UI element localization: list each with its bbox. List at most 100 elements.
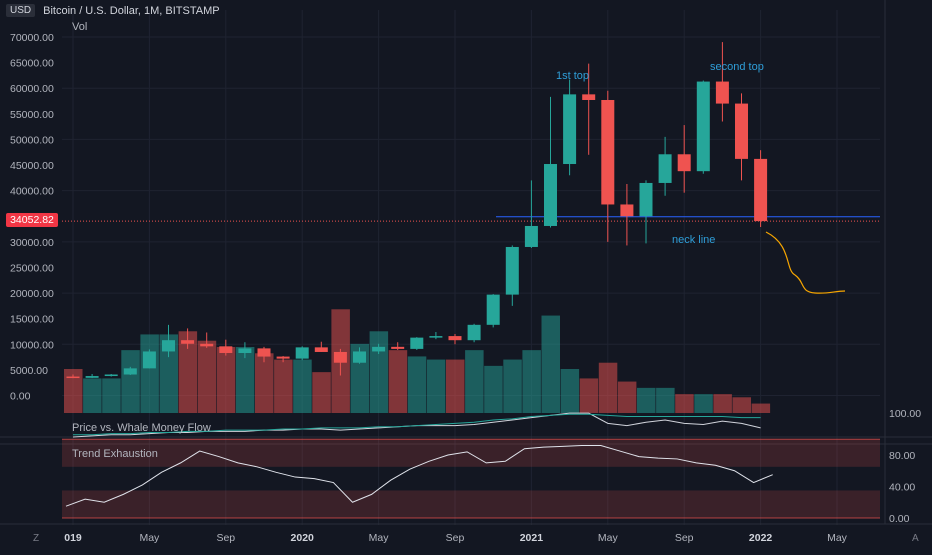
- volume-bar: [446, 359, 465, 413]
- y-tick-label: 40000.00: [10, 186, 54, 198]
- volume-bar: [637, 387, 656, 413]
- volume-bar: [713, 394, 732, 413]
- candle-body: [372, 346, 386, 352]
- volume-bar: [656, 387, 675, 413]
- exhaustion-band: [62, 439, 880, 467]
- chart-header: USD Bitcoin / U.S. Dollar, 1M, BITSTAMP: [6, 4, 220, 17]
- candle-body: [754, 158, 768, 222]
- trend-exhaustion-line: [65, 445, 773, 507]
- candle-body: [601, 99, 615, 205]
- candle-body: [295, 347, 309, 359]
- candle-body: [276, 356, 290, 359]
- candle-body: [696, 81, 710, 172]
- volume-bar: [178, 331, 198, 413]
- chart-annotation: second top: [710, 61, 764, 73]
- volume-bar: [560, 369, 580, 413]
- volume-bar: [694, 394, 713, 413]
- volume-bar: [426, 359, 446, 413]
- y-tick-label: 25000.00: [10, 262, 54, 274]
- candle-body: [735, 103, 748, 159]
- exhaustion-band: [62, 490, 880, 518]
- volume-bar: [255, 353, 274, 413]
- volume-bar: [388, 350, 408, 413]
- whale-flow-line: [73, 413, 761, 436]
- volume-bar: [407, 356, 427, 413]
- y-tick-label: 65000.00: [10, 58, 54, 70]
- chart-annotation: neck line: [672, 234, 715, 246]
- y-tick-label: 55000.00: [10, 109, 54, 121]
- volume-bar: [64, 369, 83, 413]
- auto-scale-button[interactable]: A: [912, 533, 919, 544]
- chart-annotation: 1st top: [556, 70, 589, 82]
- y-tick-label: 50000.00: [10, 134, 54, 146]
- volume-bar: [293, 359, 312, 413]
- volume-bar: [617, 381, 637, 413]
- volume-label: Vol: [72, 21, 88, 33]
- volume-bars: [64, 309, 771, 413]
- y-tick-label: 15000.00: [10, 314, 54, 326]
- volume-bar: [579, 378, 599, 413]
- y-tick-label: 80.00: [889, 450, 915, 462]
- candle-body: [677, 154, 691, 172]
- candle-body: [353, 351, 366, 363]
- y-tick-label: 40.00: [889, 482, 915, 494]
- volume-bar: [102, 378, 121, 413]
- candle-body: [639, 182, 653, 217]
- x-tick-label: Sep: [216, 532, 235, 544]
- volume-bar: [83, 378, 102, 413]
- x-tick-label: 019: [64, 532, 82, 544]
- volume-bar: [159, 334, 178, 413]
- candle-body: [238, 348, 252, 353]
- candle-body: [314, 347, 328, 352]
- volume-bar: [484, 365, 503, 413]
- candle-body: [66, 376, 80, 379]
- candle-body: [200, 343, 214, 347]
- x-tick-label: May: [369, 532, 390, 544]
- candle-body: [505, 246, 519, 295]
- volume-bar: [541, 315, 560, 413]
- candle-body: [123, 368, 137, 375]
- y-tick-label: 10000.00: [10, 339, 54, 351]
- volume-bar: [675, 394, 694, 413]
- volume-bar: [197, 340, 217, 413]
- candle-body: [620, 204, 634, 217]
- candle-body: [410, 337, 424, 349]
- volume-bar: [369, 331, 389, 413]
- candle-body: [104, 374, 118, 377]
- volume-bar: [121, 350, 140, 413]
- x-tick-label: May: [827, 532, 848, 544]
- y-tick-label: 30000.00: [10, 237, 54, 249]
- candle-body: [391, 346, 405, 349]
- candle-body: [715, 81, 729, 104]
- candle-body: [544, 164, 557, 226]
- volume-bar: [598, 362, 618, 413]
- candle-body: [219, 346, 233, 353]
- x-tick-label: Sep: [675, 532, 694, 544]
- volume-bar: [503, 359, 522, 413]
- volume-bar: [140, 334, 159, 413]
- candle-body: [448, 336, 462, 341]
- y-tick-label: 70000.00: [10, 32, 54, 44]
- z-button[interactable]: Z: [33, 533, 40, 544]
- volume-bar: [312, 372, 331, 413]
- candle-body: [142, 351, 156, 369]
- y-tick-label: 100.00: [889, 408, 921, 420]
- last-price-tag: 34052.82: [6, 213, 58, 227]
- y-tick-label: 45000.00: [10, 160, 54, 172]
- candle-body: [429, 336, 443, 338]
- currency-badge[interactable]: USD: [6, 4, 36, 17]
- y-tick-label: 60000.00: [10, 83, 54, 95]
- x-tick-label: 2020: [291, 532, 315, 544]
- candle-body: [85, 376, 99, 378]
- candle-body: [563, 94, 577, 165]
- candle-body: [333, 351, 347, 363]
- x-tick-label: May: [139, 532, 160, 544]
- y-tick-label: 5000.00: [10, 365, 48, 377]
- volume-bar: [732, 397, 751, 413]
- volume-bar: [465, 350, 484, 413]
- x-tick-label: 2021: [520, 532, 544, 544]
- candle-body: [658, 154, 672, 183]
- volume-bar: [522, 350, 541, 413]
